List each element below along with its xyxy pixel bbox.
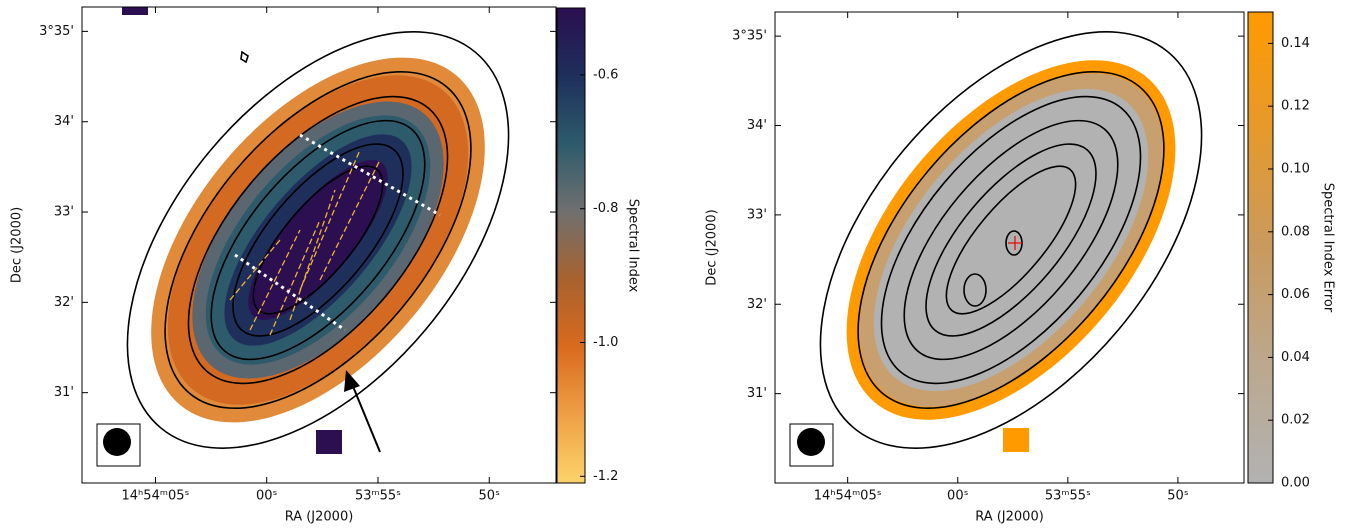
x-tick-label: 00ˢ <box>947 489 969 504</box>
colorbar-tick-label: 0.06 <box>1281 287 1310 302</box>
colorbar-tick-label: 0.14 <box>1281 36 1310 51</box>
y-tick-label: 34' <box>747 118 767 133</box>
y-tick-label: 3°35' <box>39 24 74 39</box>
x-axis-label: RA (J2000) <box>975 510 1044 525</box>
x-tick-label: 00ˢ <box>256 489 278 504</box>
x-tick-label: 50ˢ <box>479 489 501 504</box>
y-tick-label: 34' <box>54 114 74 129</box>
colorbar-tick-label: 0.04 <box>1281 350 1310 365</box>
x-axis-label: RA (J2000) <box>285 510 354 525</box>
y-tick-label: 31' <box>747 386 767 401</box>
y-axis-label: Dec (J2000) <box>705 209 720 285</box>
colorbar-tick-label: -0.8 <box>593 201 618 216</box>
colorbar-tick-label: -1.0 <box>593 335 618 350</box>
y-tick-label: 32' <box>747 297 767 312</box>
colorbar-tick-label: 0.08 <box>1281 224 1310 239</box>
colorbar-tick-label: 0.10 <box>1281 162 1310 177</box>
colorbar-tick-label: 0.12 <box>1281 99 1310 114</box>
colorbar <box>1247 11 1274 484</box>
y-tick-label: 33' <box>54 205 74 220</box>
y-axis-label: Dec (J2000) <box>10 207 25 283</box>
colorbar <box>556 7 586 484</box>
spectral-index-error-map <box>789 31 1203 467</box>
y-tick-label: 32' <box>54 295 74 310</box>
x-tick-label: 53ᵐ55ˢ <box>1045 489 1091 504</box>
colorbar-tick-label: 0.00 <box>1281 476 1310 491</box>
colorbar-label: Spectral Index Error <box>1321 183 1336 313</box>
y-tick-label: 33' <box>747 207 767 222</box>
y-tick-label: 31' <box>54 385 74 400</box>
x-tick-label: 14ʰ54ᵐ05ˢ <box>122 489 190 504</box>
colorbar-tick-label: -1.2 <box>593 469 618 484</box>
y-tick-label: 3°35' <box>732 29 767 44</box>
x-tick-label: 53ᵐ55ˢ <box>355 489 401 504</box>
spectral-index-map <box>96 7 510 467</box>
colorbar-tick-label: -0.6 <box>593 67 618 82</box>
colorbar-label: Spectral Index <box>626 199 641 293</box>
colorbar-tick-label: 0.02 <box>1281 413 1310 428</box>
plot-frame <box>774 11 1245 484</box>
x-tick-label: 50ˢ <box>1167 489 1189 504</box>
plot-frame <box>81 6 557 484</box>
x-tick-label: 14ʰ54ᵐ05ˢ <box>814 489 882 504</box>
